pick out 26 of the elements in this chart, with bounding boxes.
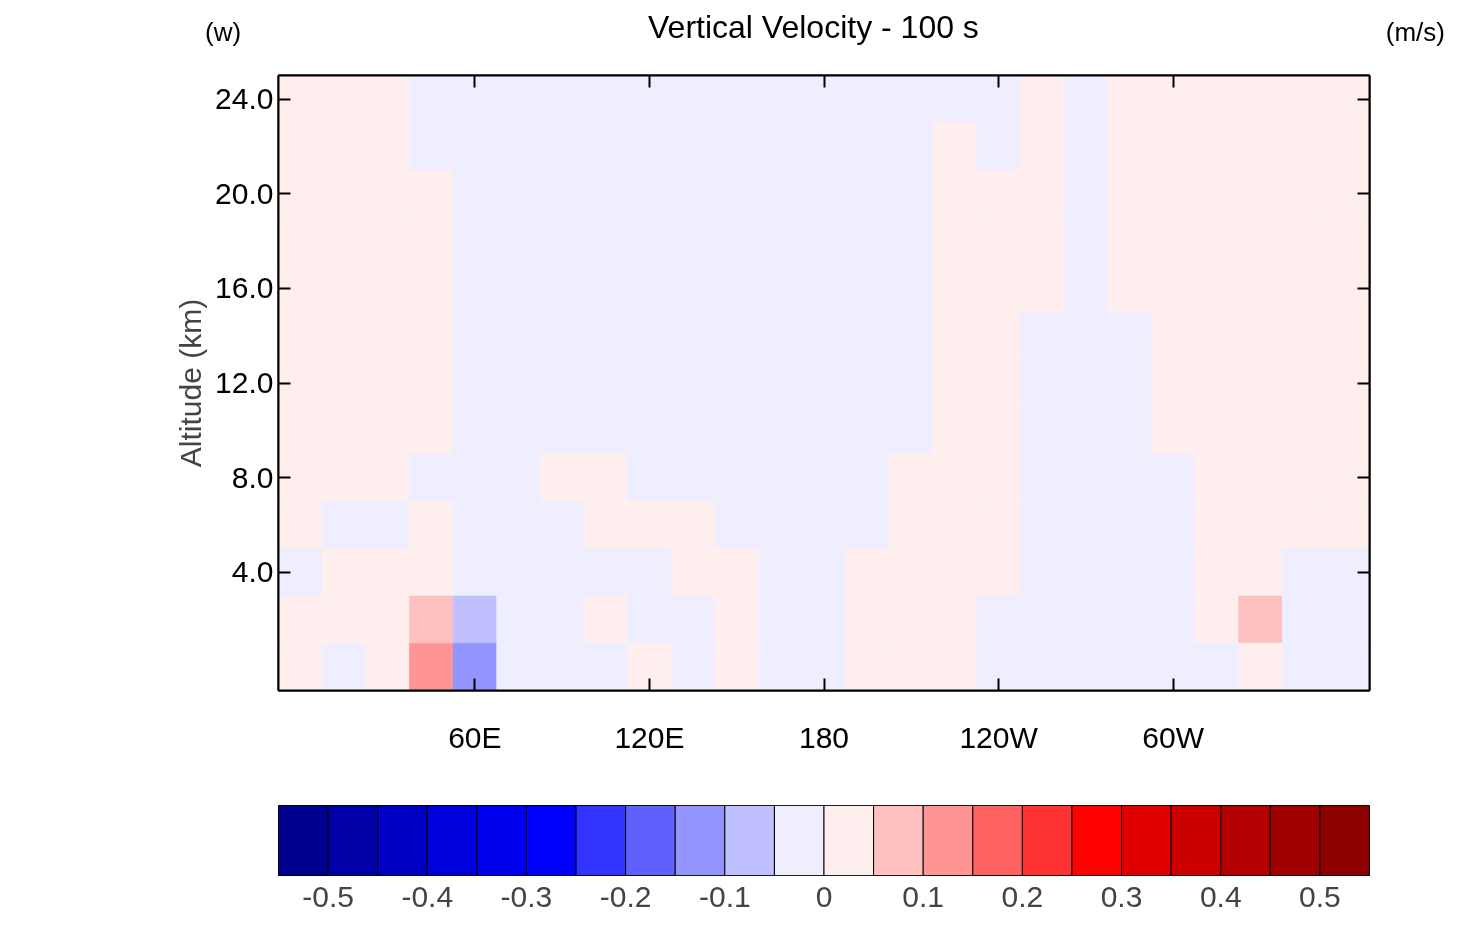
color-bar-label: 0.1	[902, 879, 945, 913]
y-tick-label: 4.0	[231, 555, 274, 589]
color-bar-label: 0	[815, 879, 833, 913]
color-bar-label: 0.5	[1299, 879, 1341, 913]
y-tick-label: 20.0	[215, 176, 274, 210]
color-bar-label: -0.1	[698, 879, 751, 913]
chart-title: Vertical Velocity - 100 s	[648, 8, 979, 47]
color-bar-label: -0.5	[302, 879, 354, 913]
y-tick-label: 24.0	[215, 82, 274, 116]
text: (m/s)	[1385, 15, 1445, 49]
color-bar-label: -0.3	[500, 879, 553, 913]
color-bar-label: 0.3	[1100, 879, 1143, 913]
x-tick-label: 60W	[1142, 720, 1205, 754]
text: (w)	[205, 15, 242, 49]
y-axis-title: Altitude (km)	[174, 298, 208, 468]
x-tick-label: 180	[798, 720, 850, 754]
color-bar-label: 0.4	[1199, 879, 1242, 913]
color-bar-label: -0.2	[599, 879, 652, 913]
y-tick-label: 16.0	[215, 271, 274, 305]
y-tick-label: 8.0	[231, 460, 274, 494]
color-bar-label: -0.4	[401, 879, 454, 913]
color-bar-label: 0.2	[1001, 879, 1044, 913]
x-tick-label: 120E	[614, 720, 685, 754]
x-tick-label: 120W	[959, 720, 1039, 754]
x-tick-label: 60E	[448, 720, 502, 754]
y-tick-label: 12.0	[215, 366, 274, 399]
